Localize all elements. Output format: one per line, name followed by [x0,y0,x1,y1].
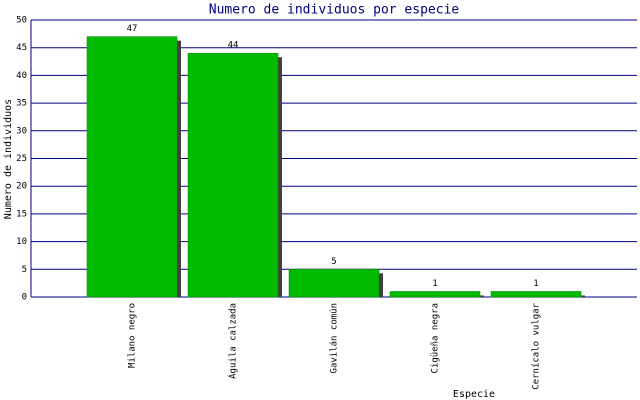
y-axis-title: Numero de individuos [3,99,14,219]
y-tick-label: 50 [16,16,27,26]
x-axis-title: Especie [453,389,495,400]
y-tick-label: 5 [22,265,27,275]
value-label: 1 [533,279,538,289]
x-tick-label: Cernícalo vulgar [532,302,542,389]
x-tick-label: Águila calzada [227,303,239,379]
y-tick-label: 20 [16,182,27,192]
x-tick-label: Gavilán común [330,303,340,373]
y-tick-label: 45 [16,43,27,53]
chart-title: Numero de individuos por especie [209,3,460,18]
bar [389,291,481,298]
y-tick-label: 10 [16,237,27,247]
y-tick-label: 40 [16,71,27,81]
value-label: 47 [127,24,138,34]
y-tick-label: 30 [16,126,27,136]
y-tick-label: 25 [16,154,27,164]
bar [86,36,178,298]
x-tick-label: Milano negro [128,303,138,368]
value-label: 44 [228,41,239,51]
bar [490,291,582,298]
bar [288,269,380,298]
y-tick-label: 15 [16,209,27,219]
x-tick-label: Cigüeña negra [431,303,441,373]
bar [187,52,279,298]
y-tick-label: 0 [22,293,27,303]
value-label: 5 [331,257,336,267]
value-label: 1 [432,279,437,289]
y-tick-label: 35 [16,99,27,109]
